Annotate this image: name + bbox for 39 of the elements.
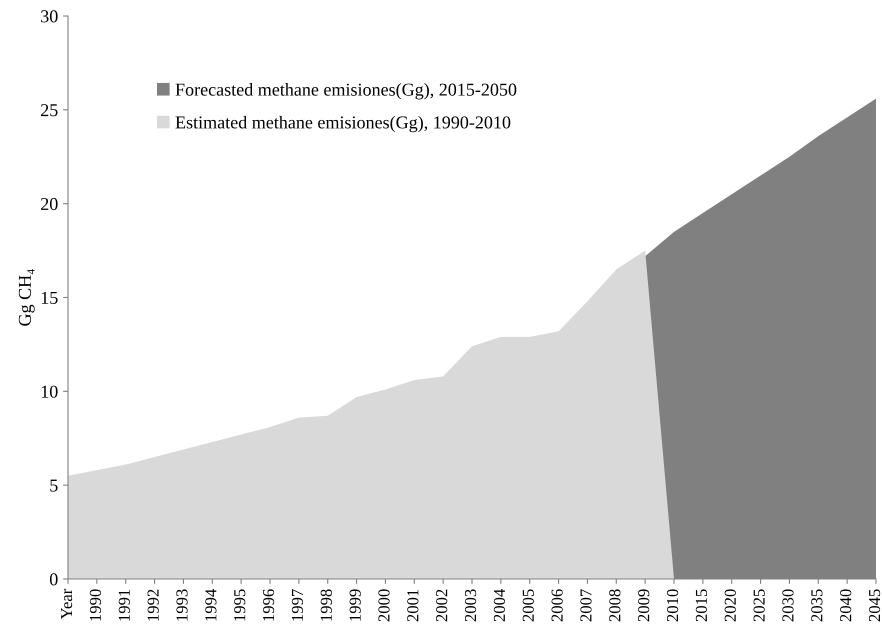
x-tick-label: 2035 bbox=[811, 589, 822, 622]
x-tick-label: 2004 bbox=[494, 588, 506, 622]
x-tick-label: 2003 bbox=[464, 589, 476, 622]
x-tick-label: 2000 bbox=[378, 589, 390, 622]
x-tick-label: 1998 bbox=[320, 589, 332, 621]
x-tick-label: 2030 bbox=[782, 589, 794, 622]
x-tick-label: 1996 bbox=[262, 589, 274, 621]
x-tick-label: 2015 bbox=[696, 589, 708, 622]
x-tick-label: 2008 bbox=[609, 589, 620, 622]
x-tick-label: 2010 bbox=[666, 589, 678, 622]
x-tick-label: 2040 bbox=[840, 589, 852, 622]
y-tick-label: 25 bbox=[41, 104, 58, 116]
y-tick-label: 20 bbox=[41, 198, 58, 210]
x-tick-label: Year bbox=[61, 588, 72, 620]
y-axis-title: Gg CH₄ bbox=[18, 269, 35, 326]
x-tick-label: 1997 bbox=[292, 589, 304, 621]
legend-label: Forecasted methane emisiones(Gg), 2015-2050 bbox=[176, 83, 516, 100]
y-tick-label: 0 bbox=[50, 573, 58, 586]
x-tick-label: 1992 bbox=[148, 590, 159, 621]
x-tick-label: 2007 bbox=[580, 589, 592, 622]
x-tick-label: 1995 bbox=[234, 589, 246, 621]
x-tick-label: 1999 bbox=[350, 589, 361, 621]
x-tick-label: 1994 bbox=[205, 588, 216, 621]
y-tick-label: 15 bbox=[42, 292, 58, 304]
y-tick-label: 30 bbox=[41, 10, 58, 22]
y-tick-label: 10 bbox=[42, 386, 58, 398]
x-tick-label: 2006 bbox=[551, 589, 563, 622]
x-tick-label: 2020 bbox=[724, 589, 736, 622]
x-tick-label: 1993 bbox=[176, 589, 188, 621]
x-tick-label: 1991 bbox=[118, 590, 130, 621]
x-tick-label: 2025 bbox=[753, 589, 765, 622]
y-tick-label: 5 bbox=[50, 480, 58, 492]
x-tick-label: 2005 bbox=[522, 589, 534, 622]
x-tick-label: 2001 bbox=[407, 590, 418, 622]
x-tick-label: 2002 bbox=[436, 590, 448, 622]
x-tick-label: 2045 bbox=[868, 589, 880, 622]
x-tick-label: 2009 bbox=[638, 589, 650, 622]
legend-label: Estimated methane emisiones(Gg), 1990-2010 bbox=[176, 116, 510, 132]
x-tick-label: 1990 bbox=[90, 589, 102, 621]
